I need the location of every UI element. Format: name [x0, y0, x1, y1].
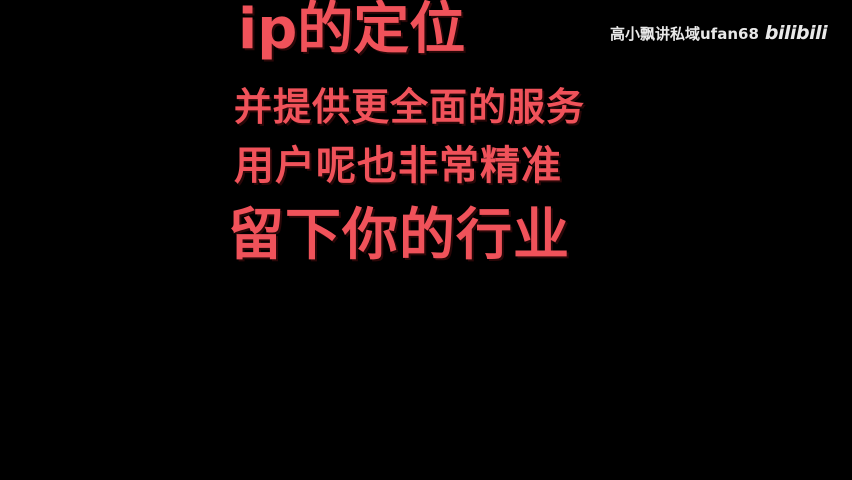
watermark-text: 高小飘讲私域ufan68	[610, 24, 759, 43]
caption-line-2: 并提供更全面的服务	[234, 85, 586, 129]
bilibili-logo: bilibili	[764, 22, 828, 44]
caption-line-3: 用户呢也非常精准	[234, 143, 562, 189]
watermark: 高小飘讲私域ufan68 bilibili	[610, 22, 828, 44]
caption-line-1: ip的定位	[238, 0, 466, 62]
caption-line-4: 留下你的行业	[228, 203, 570, 268]
